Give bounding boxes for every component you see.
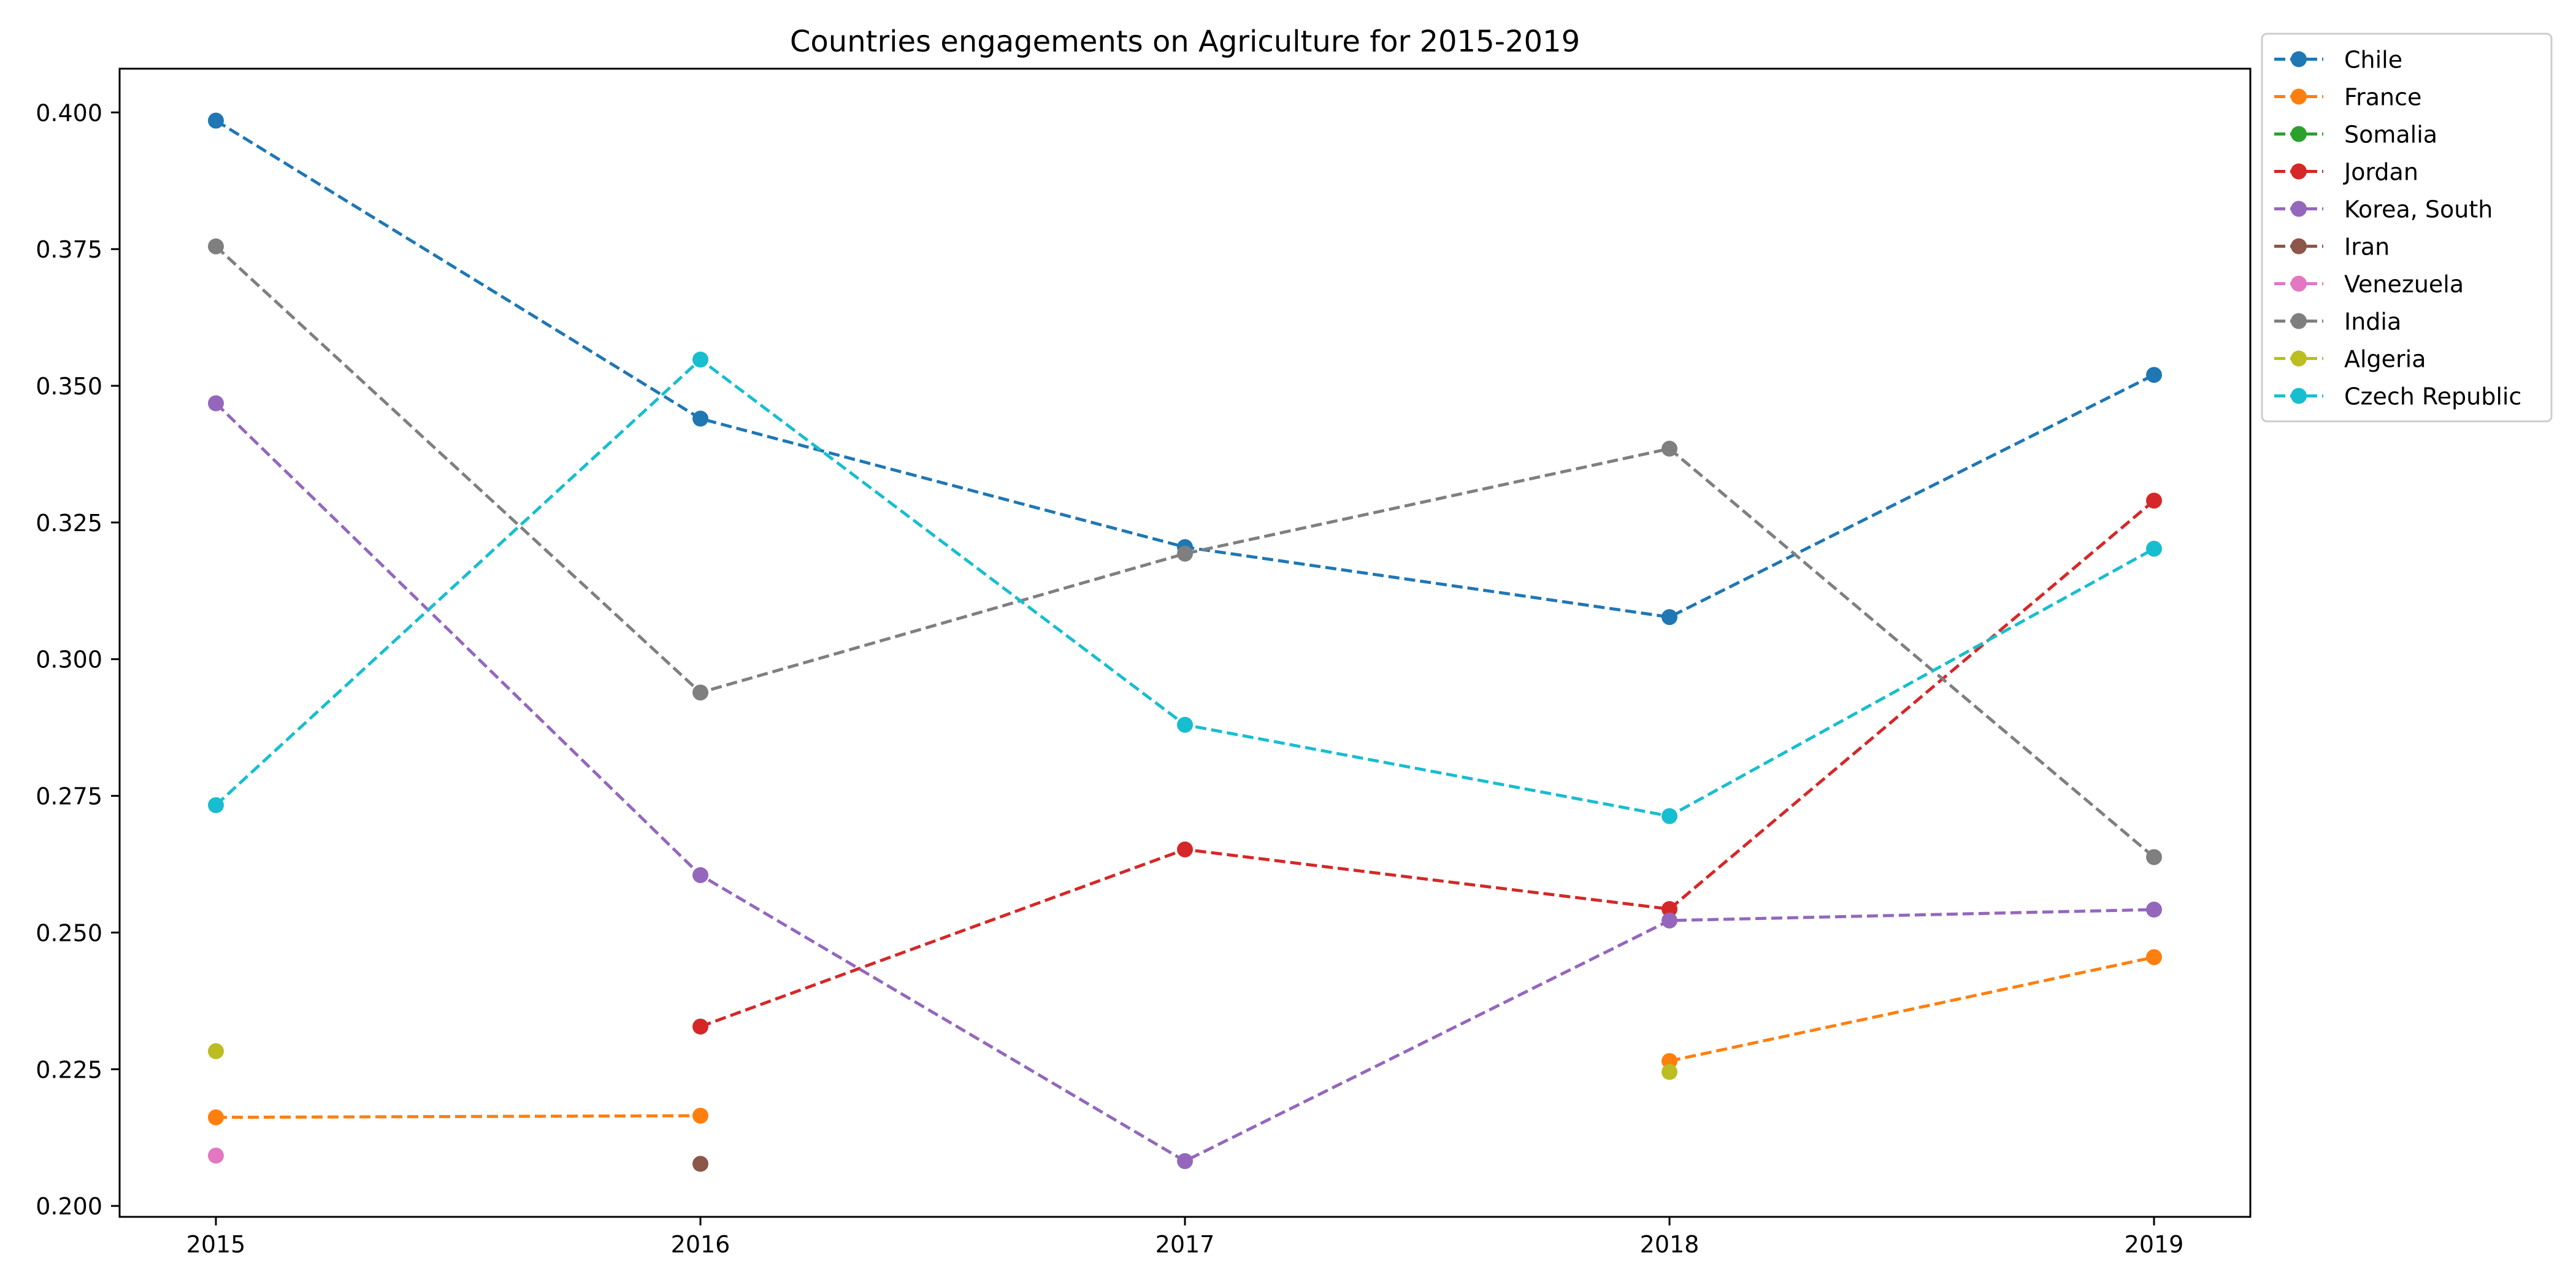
data-point-chile bbox=[1662, 609, 1677, 626]
data-point-chile bbox=[208, 112, 224, 129]
legend-label-algeria: Algeria bbox=[2344, 346, 2426, 373]
x-tick-label: 2015 bbox=[186, 1231, 246, 1258]
legend-marker-france bbox=[2291, 88, 2307, 105]
legend-marker-somalia bbox=[2291, 126, 2307, 142]
y-tick-label: 0.250 bbox=[36, 919, 102, 946]
plot-frame bbox=[118, 67, 2252, 1218]
data-point-czech-republic bbox=[208, 797, 224, 813]
x-tick-label: 2017 bbox=[1156, 1231, 1215, 1258]
series-line-india bbox=[215, 245, 2155, 859]
series-line-jordan bbox=[700, 499, 2155, 1029]
data-point-chile bbox=[692, 410, 708, 427]
x-tick-label: 2019 bbox=[2125, 1231, 2184, 1258]
y-tick-label: 0.300 bbox=[36, 646, 102, 673]
legend-marker-jordan bbox=[2291, 163, 2307, 180]
series-line-france bbox=[215, 1114, 701, 1119]
data-point-india bbox=[692, 684, 708, 701]
legend-marker-india bbox=[2291, 313, 2307, 329]
data-point-venezuela bbox=[208, 1148, 224, 1164]
y-tick-label: 0.200 bbox=[36, 1193, 102, 1220]
chart-title: Countries engagements on Agriculture for… bbox=[790, 25, 1580, 59]
legend-label-somalia: Somalia bbox=[2344, 121, 2437, 148]
y-tick-label: 0.350 bbox=[36, 373, 102, 400]
data-point-korea-south bbox=[2146, 902, 2162, 918]
legend-label-korea-south: Korea, South bbox=[2344, 196, 2493, 223]
legend-label-czech-republic: Czech Republic bbox=[2344, 383, 2521, 410]
data-point-iran bbox=[692, 1156, 708, 1172]
y-tick-label: 0.375 bbox=[36, 236, 102, 263]
data-point-france bbox=[2146, 949, 2162, 965]
legend: Chile France Somalia Jordan Korea, South Iran… bbox=[2261, 33, 2553, 423]
data-point-france bbox=[208, 1109, 224, 1125]
data-point-jordan bbox=[692, 1018, 708, 1035]
x-tick-label: 2016 bbox=[671, 1231, 730, 1258]
data-point-korea-south bbox=[692, 867, 708, 883]
legend-label-india: India bbox=[2344, 309, 2401, 335]
legend-label-venezuela: Venezuela bbox=[2344, 271, 2464, 298]
data-point-czech-republic bbox=[1177, 716, 1193, 733]
legend-label-iran: Iran bbox=[2344, 234, 2390, 261]
data-point-chile bbox=[2146, 367, 2162, 383]
y-tick-label: 0.225 bbox=[36, 1056, 102, 1083]
data-point-korea-south bbox=[208, 395, 224, 412]
legend-marker-chile bbox=[2291, 51, 2307, 67]
legend-label-chile: Chile bbox=[2344, 47, 2402, 74]
series-line-france bbox=[1669, 956, 2155, 1063]
data-point-algeria bbox=[208, 1043, 224, 1059]
legend-box bbox=[2261, 33, 2553, 423]
legend-marker-czech-republic bbox=[2291, 388, 2307, 404]
legend-marker-korea-south bbox=[2291, 201, 2307, 217]
data-point-india bbox=[1177, 545, 1193, 562]
data-point-czech-republic bbox=[1662, 808, 1677, 824]
y-tick-label: 0.275 bbox=[36, 783, 102, 810]
data-point-czech-republic bbox=[692, 351, 708, 368]
data-point-india bbox=[1662, 440, 1677, 457]
legend-marker-venezuela bbox=[2291, 275, 2307, 292]
data-point-india bbox=[2146, 849, 2162, 865]
y-tick-label: 0.400 bbox=[36, 99, 102, 126]
legend-label-france: France bbox=[2344, 84, 2421, 111]
data-point-czech-republic bbox=[2146, 540, 2162, 557]
series-line-czech-republic bbox=[215, 357, 2155, 818]
data-point-france bbox=[692, 1108, 708, 1124]
legend-marker-iran bbox=[2291, 238, 2307, 255]
legend-label-jordan: Jordan bbox=[2343, 159, 2418, 186]
data-point-korea-south bbox=[1662, 912, 1677, 929]
data-point-jordan bbox=[1662, 901, 1677, 918]
y-tick-label: 0.325 bbox=[36, 510, 102, 537]
plot-area: 0.200 0.225 0.250 0.275 0.300 0.325 0.350 0.375… bbox=[36, 67, 2252, 1258]
data-point-algeria bbox=[1662, 1064, 1677, 1080]
data-point-jordan bbox=[1177, 841, 1193, 857]
x-tick-label: 2018 bbox=[1640, 1231, 1700, 1258]
series-line-korea-south bbox=[215, 402, 2155, 1163]
data-point-jordan bbox=[2146, 493, 2162, 509]
data-point-france bbox=[1662, 1052, 1677, 1069]
legend-marker-algeria bbox=[2291, 350, 2307, 367]
data-point-korea-south bbox=[1177, 1153, 1193, 1170]
data-point-india bbox=[208, 238, 224, 255]
